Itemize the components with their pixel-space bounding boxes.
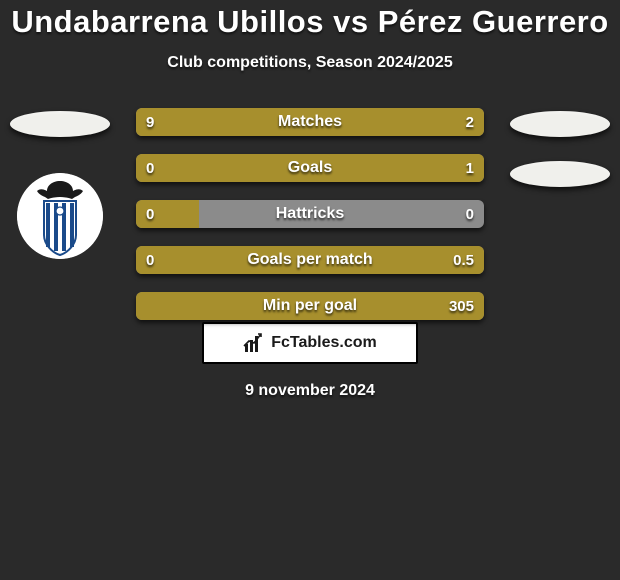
bar-label: Goals per match: [136, 246, 484, 274]
stat-row: 00Hattricks: [136, 200, 484, 228]
content-area: 92Matches 01Goals 00Hattricks 00.5Goals per…: [0, 108, 620, 318]
right-column: [500, 108, 620, 187]
date-text: 9 november 2024: [0, 382, 620, 400]
left-club-badge: [17, 173, 103, 259]
left-column: [0, 108, 120, 259]
stat-row: 92Matches: [136, 108, 484, 136]
right-country-flag: [510, 111, 610, 137]
bar-label: Matches: [136, 108, 484, 136]
club-crest-icon: [17, 173, 103, 259]
stat-row: 01Goals: [136, 154, 484, 182]
stat-row: 305Min per goal: [136, 292, 484, 320]
right-club-flag: [510, 161, 610, 187]
left-country-flag: [10, 111, 110, 137]
bar-label: Min per goal: [136, 292, 484, 320]
bar-label: Goals: [136, 154, 484, 182]
stat-row: 00.5Goals per match: [136, 246, 484, 274]
page-title: Undabarrena Ubillos vs Pérez Guerrero: [0, 0, 620, 40]
stat-bars: 92Matches 01Goals 00Hattricks 00.5Goals per…: [136, 108, 484, 338]
comparison-infographic: Undabarrena Ubillos vs Pérez Guerrero Cl…: [0, 0, 620, 580]
bar-label: Hattricks: [136, 200, 484, 228]
page-subtitle: Club competitions, Season 2024/2025: [0, 54, 620, 72]
